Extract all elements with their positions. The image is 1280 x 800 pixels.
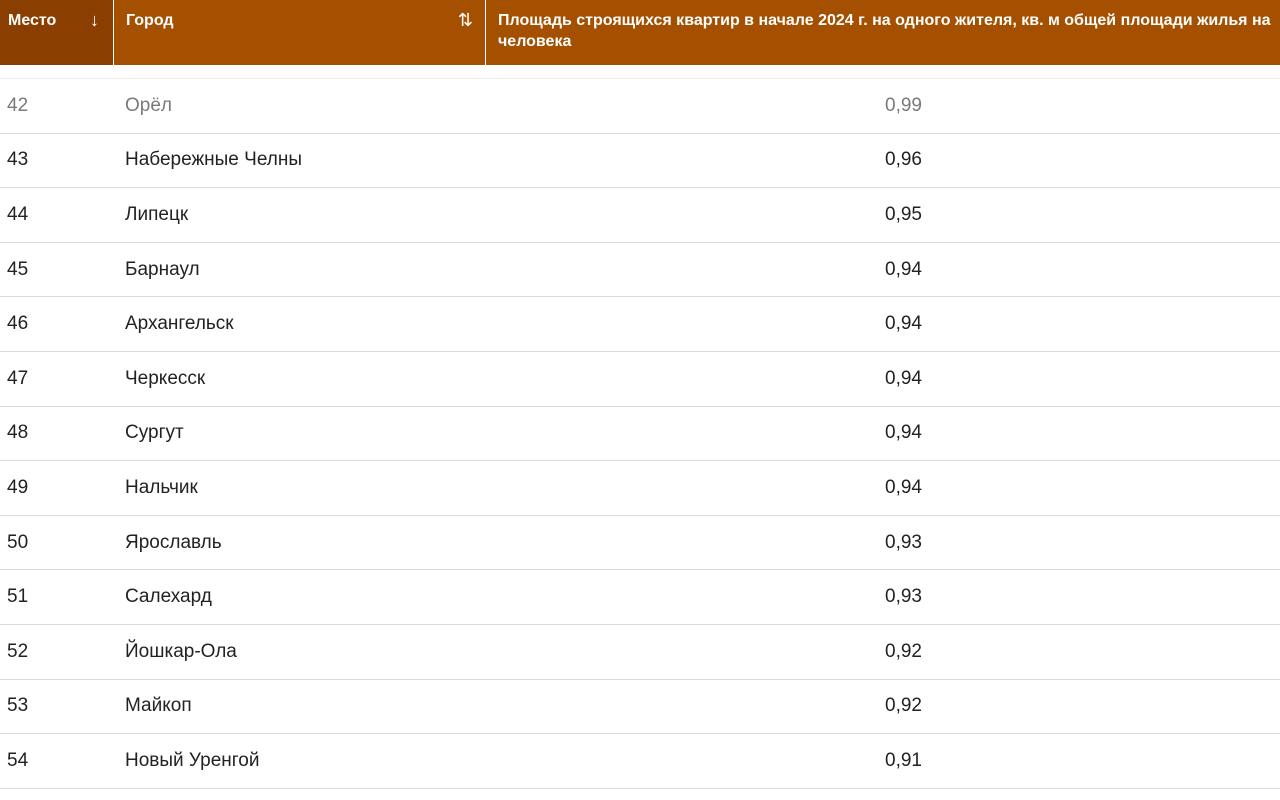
cell-place: 51 [7,586,29,608]
cell-city: Набережные Челны [125,149,302,171]
cell-value: 0,94 [885,422,922,444]
cell-place: 46 [7,313,29,335]
cell-place: 43 [7,149,29,171]
cell-city: Черкесск [125,367,206,389]
cell-city: Ярославль [125,531,222,553]
cell-city: Архангельск [125,313,234,335]
cell-value: 0,94 [885,476,922,498]
table-row: 44 Липецк 0,95 [0,188,1280,243]
cell-value: 0,94 [885,258,922,280]
cell-value: 0,96 [885,149,922,171]
table-row: 46 Архангельск 0,94 [0,297,1280,352]
table-row: 54 Новый Уренгой 0,91 [0,734,1280,789]
cell-city: Липецк [125,203,189,225]
sort-updown-icon[interactable]: ⇅ [457,10,473,30]
cell-place: 54 [7,749,29,771]
column-header-value-label: Площадь строящихся квартир в начале 2024… [498,12,1271,50]
cell-city: Салехард [125,586,212,608]
cell-city: Майкоп [125,695,192,717]
cell-place: 47 [7,367,29,389]
cell-city: Сургут [125,422,184,444]
column-header-city[interactable]: Город ⇅ [113,0,486,65]
cell-city: Орёл [125,94,172,116]
table-row: 53 Майкоп 0,92 [0,680,1280,735]
cell-city: Барнаул [125,258,200,280]
cell-value: 0,92 [885,640,922,662]
table-row: 47 Черкесск 0,94 [0,352,1280,407]
cell-place: 44 [7,203,29,225]
header-spacer [0,65,1280,79]
cell-city: Йошкар-Ола [125,640,237,662]
column-header-city-label: Город [126,12,174,29]
cell-value: 0,95 [885,203,922,225]
table-row: 51 Салехард 0,93 [0,570,1280,625]
cell-city: Нальчик [125,476,198,498]
cell-value: 0,91 [885,749,922,771]
cell-value: 0,99 [885,94,922,116]
cell-place: 49 [7,476,29,498]
cell-value: 0,93 [885,531,922,553]
cell-city: Новый Уренгой [125,749,260,771]
cell-place: 48 [7,422,29,444]
table-header: Место ↓ Город ⇅ Площадь строящихся кварт… [0,0,1280,65]
table-body: 42 Орёл 0,99 43 Набережные Челны 0,96 44 Липецк… [0,79,1280,789]
cell-place: 45 [7,258,29,280]
cell-place: 53 [7,695,29,717]
table-row: 50 Ярославль 0,93 [0,516,1280,571]
cell-value: 0,93 [885,586,922,608]
cell-place: 52 [7,640,29,662]
table-row: 49 Нальчик 0,94 [0,461,1280,516]
table-row: 43 Набережные Челны 0,96 [0,134,1280,189]
cell-place: 50 [7,531,29,553]
table-row: 52 Йошкар-Ола 0,92 [0,625,1280,680]
column-header-value[interactable]: Площадь строящихся квартир в начале 2024… [486,0,1280,65]
cell-value: 0,94 [885,367,922,389]
column-header-place-label: Место [8,12,57,29]
table-row: 42 Орёл 0,99 [0,79,1280,134]
column-header-place[interactable]: Место ↓ [0,0,113,65]
cell-place: 42 [7,94,29,116]
table-row: 48 Сургут 0,94 [0,407,1280,462]
cell-value: 0,92 [885,695,922,717]
cell-value: 0,94 [885,313,922,335]
table-row: 45 Барнаул 0,94 [0,243,1280,298]
arrow-down-icon[interactable]: ↓ [90,10,99,30]
